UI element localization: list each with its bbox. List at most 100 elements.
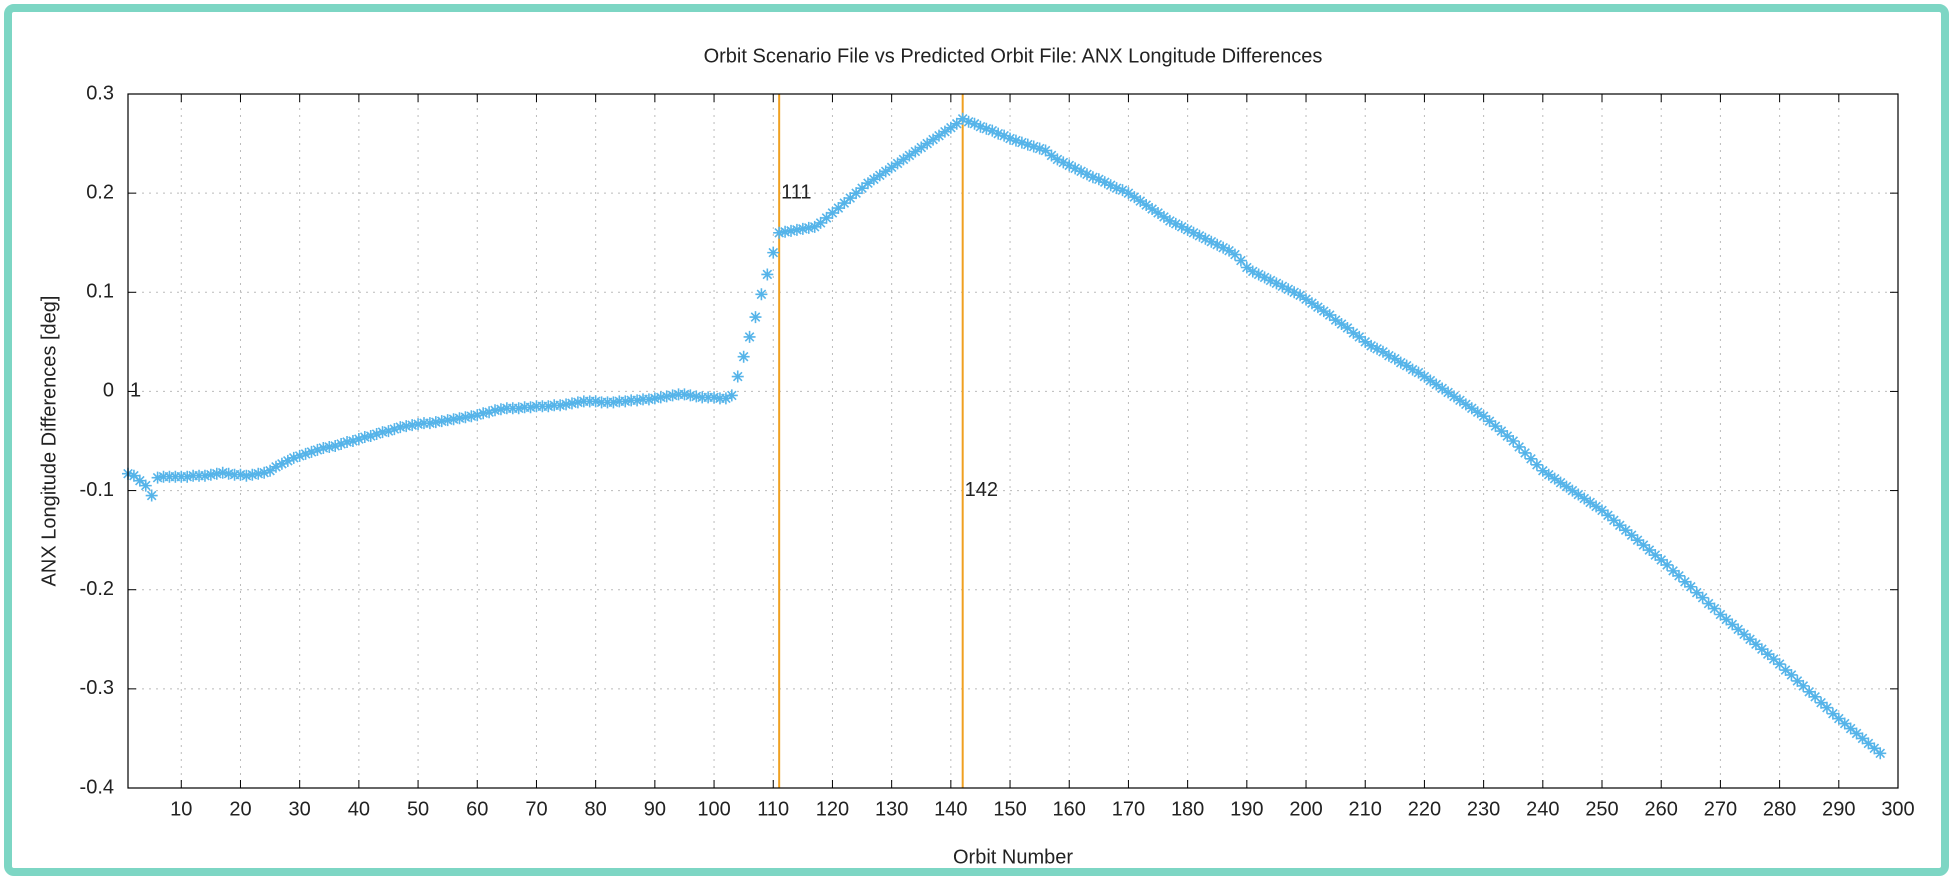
data-point	[1702, 597, 1715, 610]
data-point	[1365, 339, 1378, 352]
data-point	[1341, 321, 1354, 334]
data-point	[1755, 643, 1768, 656]
x-tick-label: 300	[1881, 798, 1914, 820]
data-point	[305, 445, 318, 458]
data-point	[773, 226, 786, 239]
data-point	[1033, 142, 1046, 155]
x-tick-label: 230	[1467, 798, 1500, 820]
data-point	[1471, 406, 1484, 419]
data-point	[1376, 345, 1389, 358]
data-point	[1696, 591, 1709, 604]
data-point	[1430, 378, 1443, 391]
data-point	[1009, 134, 1022, 147]
data-point	[749, 311, 762, 324]
data-point	[1596, 504, 1609, 517]
data-point	[1820, 701, 1833, 714]
x-tick-label: 130	[875, 798, 908, 820]
data-point	[1442, 386, 1455, 399]
data-point	[1465, 402, 1478, 415]
x-tick-label: 270	[1704, 798, 1737, 820]
data-point	[1661, 558, 1674, 571]
data-point	[790, 223, 803, 236]
x-tick-label: 60	[466, 798, 488, 820]
y-tick-label: -0.2	[80, 578, 114, 600]
data-point	[494, 403, 507, 416]
y-tick-label: -0.4	[80, 776, 114, 798]
data-point	[423, 417, 436, 430]
data-point	[1323, 309, 1336, 322]
data-point	[222, 467, 235, 480]
data-point	[1406, 363, 1419, 376]
data-point	[1152, 206, 1165, 219]
x-tick-label: 140	[934, 798, 967, 820]
data-point	[737, 350, 750, 363]
data-point	[1607, 514, 1620, 527]
data-point	[1459, 398, 1472, 411]
data-point	[465, 410, 478, 423]
x-tick-label: 10	[170, 798, 192, 820]
x-axis-label: Orbit Number	[953, 846, 1073, 868]
data-point	[204, 468, 217, 481]
data-point	[1015, 136, 1028, 149]
data-point	[441, 414, 454, 427]
data-point	[1234, 254, 1247, 267]
data-point	[1400, 359, 1413, 372]
data-point	[861, 177, 874, 190]
data-point	[1495, 425, 1508, 438]
data-point	[1448, 390, 1461, 403]
marks	[122, 112, 1887, 760]
data-point	[933, 129, 946, 142]
data-point	[1572, 488, 1585, 501]
data-point	[1519, 446, 1532, 459]
data-point	[246, 468, 259, 481]
data-point	[210, 467, 223, 480]
data-point	[287, 451, 300, 464]
x-tick-label: 240	[1526, 798, 1559, 820]
data-point	[542, 400, 555, 413]
data-point	[944, 121, 957, 134]
data-point	[820, 211, 833, 224]
data-point	[1862, 737, 1875, 750]
data-point	[1045, 149, 1058, 162]
data-point	[352, 433, 365, 446]
data-point	[1305, 297, 1318, 310]
data-point	[1329, 314, 1342, 327]
data-point	[1584, 496, 1597, 509]
data-point	[127, 469, 140, 482]
data-point	[1175, 220, 1188, 233]
data-point	[376, 426, 389, 439]
data-point	[1092, 173, 1105, 186]
data-point	[1069, 162, 1082, 175]
data-point	[1288, 286, 1301, 299]
data-point	[1501, 430, 1514, 443]
data-point	[1252, 268, 1265, 281]
data-point	[708, 391, 721, 404]
data-point	[1815, 696, 1828, 709]
data-point	[731, 370, 744, 383]
data-point	[1081, 168, 1093, 181]
x-tick-label: 220	[1408, 798, 1441, 820]
data-point	[856, 182, 869, 195]
x-tick-label: 80	[585, 798, 607, 820]
y-tick-label: 0.3	[86, 82, 114, 104]
data-point	[1631, 534, 1644, 547]
data-point	[1513, 440, 1526, 453]
data-point	[974, 120, 987, 133]
y-tick-label: 0.1	[86, 281, 114, 303]
data-point	[1347, 326, 1360, 339]
data-point	[1240, 261, 1253, 274]
data-point	[524, 401, 537, 414]
data-point	[589, 395, 602, 408]
data-point	[1690, 586, 1703, 599]
data-point	[1140, 199, 1153, 212]
data-point	[1388, 352, 1401, 365]
data-point	[1732, 623, 1745, 636]
data-point	[1317, 305, 1330, 318]
data-point	[607, 396, 620, 409]
data-point	[1601, 509, 1614, 522]
data-point	[264, 464, 277, 477]
data-point	[832, 202, 845, 215]
data-point	[1578, 492, 1591, 505]
data-point	[1217, 241, 1230, 254]
